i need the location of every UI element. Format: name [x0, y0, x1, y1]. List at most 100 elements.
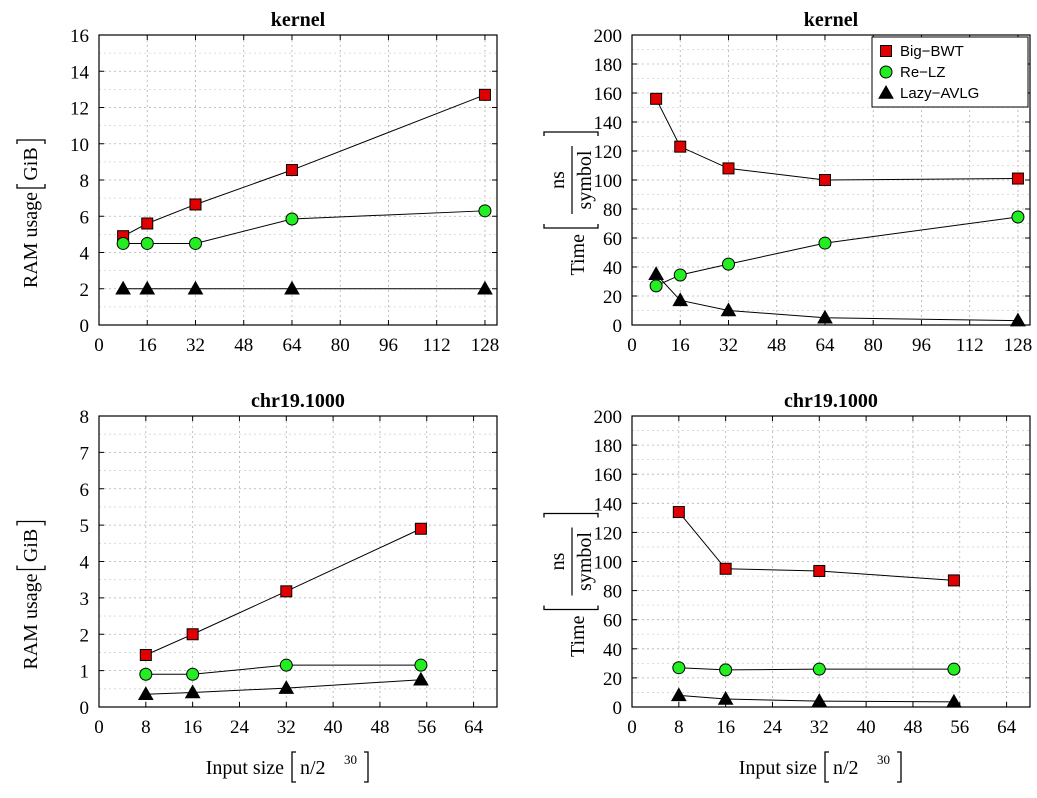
x-tick-label: 0	[94, 717, 104, 738]
x-tick-label: 32	[186, 335, 205, 356]
right-bracket	[543, 131, 599, 136]
x-tick-label: 32	[810, 717, 829, 738]
y-tick-label: 3	[80, 589, 90, 610]
x-tick-label: 16	[716, 717, 735, 738]
y-tick-label: 0	[613, 316, 623, 337]
data-point-big-bwt	[414, 522, 427, 535]
legend-marker-big-bwt	[880, 45, 892, 57]
left-bracket	[824, 751, 829, 783]
data-point-re-lz	[672, 661, 686, 675]
x-tick-label: 0	[627, 717, 637, 738]
y-tick-label: 40	[603, 640, 622, 661]
y-tick-label: 160	[594, 84, 623, 105]
x-axis-unit: n/2	[833, 757, 859, 779]
y-tick-label: 2	[80, 625, 90, 646]
y-tick-label: 1	[80, 662, 90, 683]
chart-title: kernel	[804, 9, 859, 31]
right-bracket	[543, 512, 599, 518]
left-bracket	[291, 751, 296, 783]
y-tick-label: 5	[80, 516, 90, 537]
y-axis-unit: GiB	[20, 529, 42, 562]
x-tick-label: 8	[674, 717, 684, 738]
data-point-re-lz	[947, 662, 961, 676]
data-point-re-lz	[649, 279, 663, 293]
data-point-re-lz	[188, 236, 202, 250]
legend-item: Re−LZ	[879, 64, 945, 81]
data-point-re-lz	[673, 268, 687, 282]
data-point-re-lz	[721, 257, 735, 271]
data-point-re-lz	[719, 663, 733, 677]
x-tick-label: 64	[815, 335, 835, 356]
data-point-re-lz	[285, 212, 299, 226]
data-point-big-bwt	[672, 506, 685, 519]
x-tick-label: 16	[183, 717, 202, 738]
data-point-lazy-avlg	[946, 693, 962, 708]
data-point-re-lz	[186, 667, 200, 681]
y-axis-unit-numerator: ns	[547, 552, 569, 570]
data-point-re-lz	[414, 658, 428, 672]
series-line-big-bwt	[145, 528, 422, 656]
x-tick-label: 48	[234, 335, 253, 356]
series-line-lazy-avlg	[678, 694, 954, 703]
legend: Big−BWT Re−LZ Lazy−AVLG	[871, 36, 1029, 108]
data-point-big-bwt	[813, 564, 826, 577]
x-axis-label: Input size n/2 30	[739, 751, 902, 783]
series-line-big-bwt	[655, 98, 1018, 181]
y-tick-label: 80	[603, 582, 622, 603]
x-tick-label: 16	[138, 335, 157, 356]
data-point-lazy-avlg	[720, 302, 737, 317]
right-bracket	[364, 751, 369, 783]
y-tick-label: 20	[603, 287, 622, 308]
data-point-big-bwt	[722, 162, 735, 175]
chart-title: chr19.1000	[784, 390, 878, 412]
data-point-re-lz	[1011, 210, 1025, 224]
y-tick-label: 100	[594, 171, 623, 192]
right-bracket	[897, 751, 902, 783]
y-tick-label: 14	[70, 62, 90, 83]
data-point-lazy-avlg	[184, 684, 201, 699]
x-tick-label: 64	[464, 717, 484, 738]
x-axis-unit-exponent: 30	[344, 752, 357, 767]
y-tick-label: 80	[603, 200, 622, 221]
data-point-re-lz	[279, 658, 293, 672]
y-axis-label-text: Time	[567, 234, 589, 276]
legend-item: Big−BWT	[880, 43, 964, 60]
data-point-re-lz	[140, 236, 154, 250]
data-point-re-lz	[139, 667, 153, 681]
x-tick-label: 48	[767, 335, 786, 356]
data-point-lazy-avlg	[670, 687, 687, 702]
y-tick-label: 60	[603, 229, 622, 250]
x-tick-label: 96	[912, 335, 931, 356]
data-point-big-bwt	[186, 628, 199, 641]
y-axis-unit-denominator: symbol	[574, 150, 596, 209]
series-line-big-bwt	[122, 94, 486, 237]
y-axis-label: RAM usage GiB	[16, 139, 46, 288]
legend-label: Re−LZ	[900, 64, 945, 81]
x-axis-unit-exponent: 30	[877, 752, 890, 767]
data-point-lazy-avlg	[811, 693, 828, 707]
data-point-big-bwt	[189, 198, 202, 211]
y-tick-label: 2	[80, 280, 90, 301]
x-tick-label: 0	[94, 335, 104, 356]
x-tick-label: 112	[423, 335, 451, 356]
y-tick-label: 200	[594, 26, 623, 47]
x-tick-label: 128	[1004, 335, 1033, 356]
x-tick-label: 40	[857, 717, 876, 738]
series-line-big-bwt	[678, 511, 954, 581]
y-axis-label-text: RAM usage	[20, 573, 42, 669]
chart-title: chr19.1000	[251, 390, 345, 412]
data-point-lazy-avlg	[817, 309, 833, 324]
legend-item: Lazy−AVLG	[878, 84, 979, 102]
data-point-lazy-avlg	[278, 680, 295, 694]
legend-marker-re-lz	[879, 65, 893, 79]
x-tick-label: 56	[417, 717, 436, 738]
series-line-re-lz	[145, 664, 421, 675]
x-tick-label: 80	[864, 335, 883, 356]
plot-frame	[631, 415, 1031, 708]
data-point-lazy-avlg	[284, 280, 300, 295]
x-tick-label: 40	[324, 717, 343, 738]
data-point-re-lz	[478, 204, 492, 218]
data-point-re-lz	[818, 236, 832, 250]
